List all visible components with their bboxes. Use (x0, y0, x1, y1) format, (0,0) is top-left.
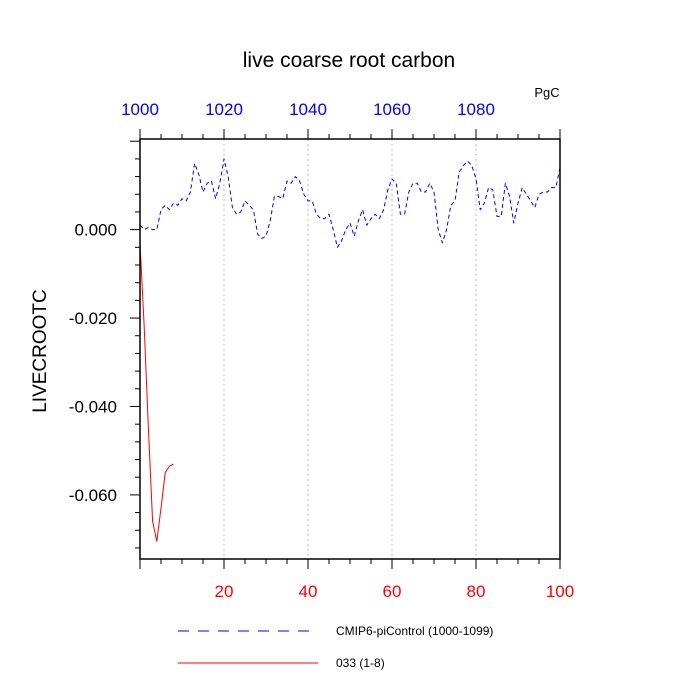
y-axis-title: LIVECROOTC (30, 289, 51, 413)
legend: CMIP6-piControl (1000-1099) 033 (1-8) (178, 624, 493, 670)
y-tick-label: -0.060 (69, 486, 117, 505)
x-bottom-tick-label: 60 (383, 582, 402, 601)
x-bottom-tick-label: 80 (467, 582, 486, 601)
y-tick-label: -0.040 (69, 397, 117, 416)
x-top-tick-label: 1060 (373, 100, 411, 119)
series-layer (139, 158, 561, 542)
series-line-033 (139, 242, 174, 542)
y-tick-label: -0.020 (69, 309, 117, 328)
legend-label: CMIP6-piControl (1000-1099) (336, 624, 493, 638)
x-top-tick-label: 1080 (457, 100, 495, 119)
axis-ticks (130, 129, 561, 569)
x-top-tick-label: 1040 (289, 100, 327, 119)
grid-lines (223, 139, 477, 559)
x-top-tick-label: 1000 (121, 100, 159, 119)
x-bottom-tick-label: 20 (215, 582, 234, 601)
x-top-tick-label: 1020 (205, 100, 243, 119)
axis-tick-labels: 20 40 60 80 100 1000 1020 1040 1060 1080 0.000 -0.0… (69, 100, 574, 601)
x-bottom-tick-label: 100 (546, 582, 574, 601)
legend-label: 033 (1-8) (336, 656, 385, 670)
units-label: PgC (534, 85, 559, 100)
chart-title: live coarse root carbon (243, 49, 455, 72)
y-tick-label: 0.000 (74, 221, 117, 240)
x-bottom-tick-label: 40 (299, 582, 318, 601)
